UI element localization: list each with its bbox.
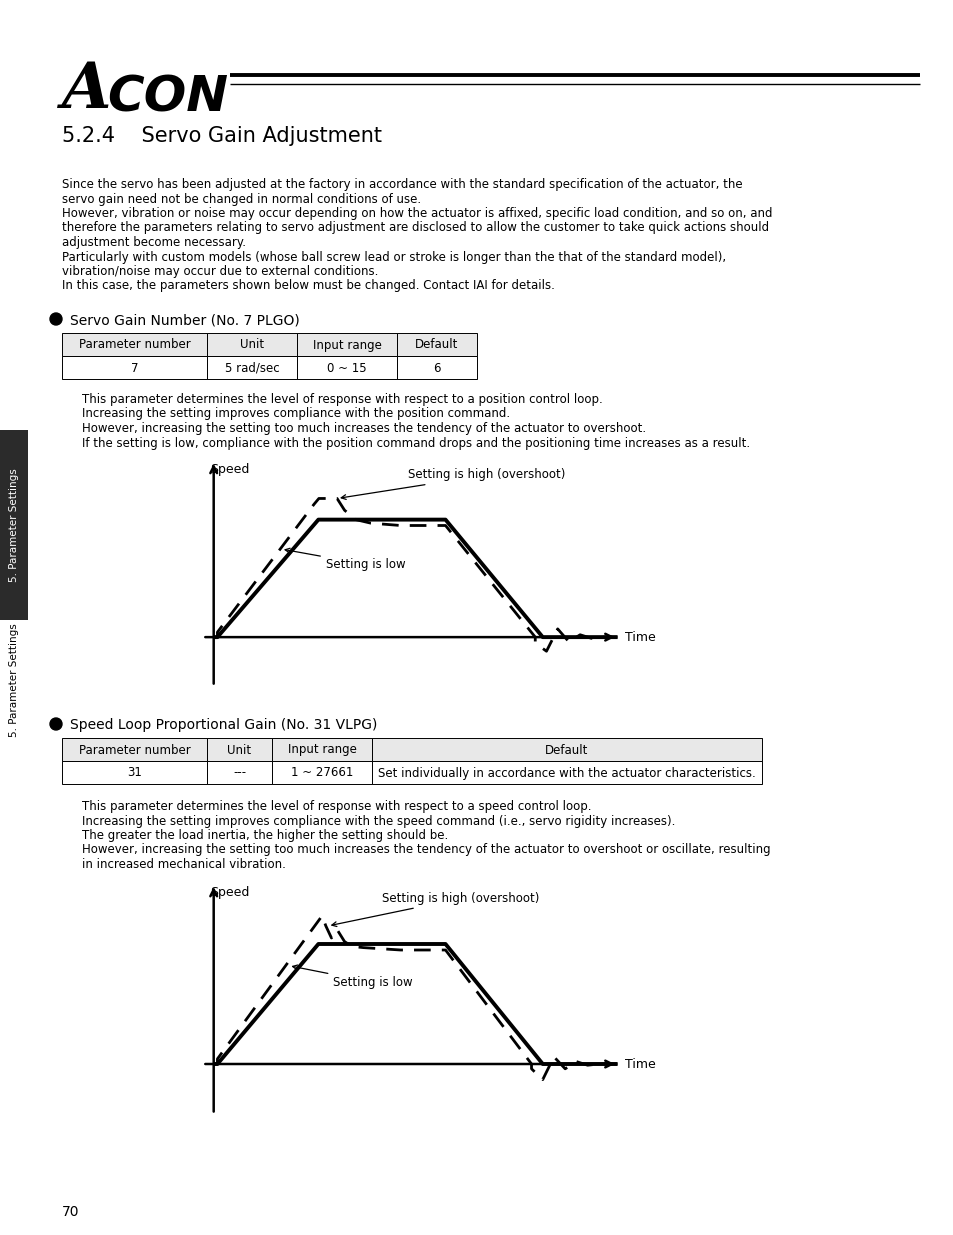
- Text: Time: Time: [624, 1057, 655, 1071]
- Bar: [372, 761, 761, 784]
- Circle shape: [50, 718, 62, 730]
- Text: A: A: [62, 61, 112, 121]
- Text: Default: Default: [545, 743, 588, 757]
- Text: Set individually in accordance with the actuator characteristics.: Set individually in accordance with the …: [377, 767, 755, 779]
- Bar: [207, 356, 296, 379]
- Text: 1 ~ 27661: 1 ~ 27661: [291, 767, 353, 779]
- Text: Setting is low: Setting is low: [285, 548, 405, 571]
- Text: servo gain need not be changed in normal conditions of use.: servo gain need not be changed in normal…: [62, 193, 420, 205]
- Text: Setting is low: Setting is low: [293, 965, 413, 989]
- Bar: [396, 333, 476, 356]
- Text: 31: 31: [127, 767, 142, 779]
- Text: 5. Parameter Settings: 5. Parameter Settings: [9, 468, 19, 582]
- Text: 7: 7: [131, 362, 138, 374]
- Text: therefore the parameters relating to servo adjustment are disclosed to allow the: therefore the parameters relating to ser…: [62, 221, 768, 235]
- Text: Parameter number: Parameter number: [78, 743, 191, 757]
- Text: This parameter determines the level of response with respect to a speed control : This parameter determines the level of r…: [82, 800, 591, 813]
- Bar: [396, 356, 476, 379]
- Text: Unit: Unit: [227, 743, 252, 757]
- Text: The greater the load inertia, the higher the setting should be.: The greater the load inertia, the higher…: [82, 829, 448, 842]
- Bar: [62, 356, 207, 379]
- Bar: [62, 739, 207, 761]
- Text: Since the servo has been adjusted at the factory in accordance with the standard: Since the servo has been adjusted at the…: [62, 178, 741, 191]
- Bar: [272, 761, 372, 784]
- Text: Increasing the setting improves compliance with the speed command (i.e., servo r: Increasing the setting improves complian…: [82, 815, 675, 827]
- Text: However, vibration or noise may occur depending on how the actuator is affixed, : However, vibration or noise may occur de…: [62, 207, 772, 220]
- Text: 5.2.4    Servo Gain Adjustment: 5.2.4 Servo Gain Adjustment: [62, 126, 381, 146]
- Text: 5 rad/sec: 5 rad/sec: [225, 362, 279, 374]
- Text: 70: 70: [62, 1205, 79, 1219]
- Bar: [296, 333, 396, 356]
- Text: Default: Default: [415, 338, 458, 352]
- Bar: [207, 333, 296, 356]
- Text: vibration/noise may occur due to external conditions.: vibration/noise may occur due to externa…: [62, 266, 378, 278]
- Text: Parameter number: Parameter number: [78, 338, 191, 352]
- Text: Setting is high (overshoot): Setting is high (overshoot): [332, 892, 538, 926]
- Text: Input range: Input range: [287, 743, 356, 757]
- Circle shape: [50, 312, 62, 325]
- Text: However, increasing the setting too much increases the tendency of the actuator : However, increasing the setting too much…: [82, 844, 770, 857]
- Text: Input range: Input range: [313, 338, 381, 352]
- Text: in increased mechanical vibration.: in increased mechanical vibration.: [82, 858, 286, 871]
- Text: Speed: Speed: [210, 887, 249, 899]
- Text: Increasing the setting improves compliance with the position command.: Increasing the setting improves complian…: [82, 408, 510, 420]
- Bar: [296, 356, 396, 379]
- Text: 6: 6: [433, 362, 440, 374]
- Bar: [207, 761, 272, 784]
- Text: This parameter determines the level of response with respect to a position contr: This parameter determines the level of r…: [82, 393, 602, 406]
- Bar: [62, 333, 207, 356]
- Text: Particularly with custom models (whose ball screw lead or stroke is longer than : Particularly with custom models (whose b…: [62, 251, 725, 263]
- Text: Time: Time: [624, 631, 655, 643]
- Bar: [62, 761, 207, 784]
- Text: Speed Loop Proportional Gain (No. 31 VLPG): Speed Loop Proportional Gain (No. 31 VLP…: [70, 718, 377, 732]
- Bar: [272, 739, 372, 761]
- Text: If the setting is low, compliance with the position command drops and the positi: If the setting is low, compliance with t…: [82, 436, 749, 450]
- Text: adjustment become necessary.: adjustment become necessary.: [62, 236, 246, 249]
- Text: 0 ~ 15: 0 ~ 15: [327, 362, 366, 374]
- Text: ---: ---: [233, 767, 246, 779]
- Text: Setting is high (overshoot): Setting is high (overshoot): [341, 468, 565, 499]
- Text: However, increasing the setting too much increases the tendency of the actuator : However, increasing the setting too much…: [82, 422, 645, 435]
- Bar: [0, 430, 28, 620]
- Text: 5. Parameter Settings: 5. Parameter Settings: [9, 624, 19, 737]
- Bar: [372, 739, 761, 761]
- Bar: [207, 739, 272, 761]
- Text: Speed: Speed: [210, 463, 249, 477]
- Text: In this case, the parameters shown below must be changed. Contact IAI for detail: In this case, the parameters shown below…: [62, 279, 555, 293]
- Text: CON: CON: [107, 73, 228, 121]
- Text: Unit: Unit: [240, 338, 264, 352]
- Text: Servo Gain Number (No. 7 PLGO): Servo Gain Number (No. 7 PLGO): [70, 312, 299, 327]
